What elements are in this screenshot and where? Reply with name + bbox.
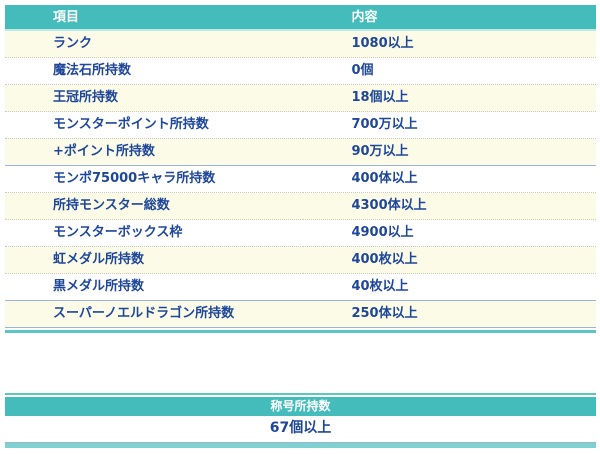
table-row: ランク 1080以上 (5, 30, 596, 58)
table-row: 魔法石所持数 0個 (5, 57, 596, 85)
table-row: モンスターポイント所持数 700万以上 (5, 111, 596, 139)
row-item-label: モンポ75000キャラ所持数 (5, 165, 304, 193)
requirements-table: 項目 内容 ランク 1080以上 魔法石所持数 0個 王冠所持数 18個以上 モ… (5, 5, 596, 328)
row-item-label: モンスターボックス枠 (5, 219, 304, 247)
row-item-label: ランク (5, 30, 304, 58)
row-value: 18個以上 (303, 84, 596, 112)
title-count-header-row: 称号所持数 (5, 397, 596, 416)
table-row: 所持モンスター総数 4300体以上 (5, 192, 596, 220)
title-count-table-container: 称号所持数 67個以上 (5, 393, 596, 448)
row-item-label: スーパーノエルドラゴン所持数 (5, 300, 304, 328)
row-value: 700万以上 (303, 111, 596, 139)
title-count-value: 67個以上 (5, 416, 596, 443)
row-value: 0個 (303, 57, 596, 85)
row-item-label: 黒メダル所持数 (5, 273, 304, 301)
row-item-label: モンスターポイント所持数 (5, 111, 304, 139)
row-value: 250体以上 (303, 300, 596, 328)
requirements-table-header-row: 項目 内容 (5, 5, 596, 31)
title-count-header: 称号所持数 (5, 397, 596, 416)
row-item-label: 王冠所持数 (5, 84, 304, 112)
table-row: スーパーノエルドラゴン所持数 250体以上 (5, 300, 596, 328)
table-row: モンスターボックス枠 4900以上 (5, 219, 596, 247)
row-item-label: 虹メダル所持数 (5, 246, 304, 274)
row-value: 4900以上 (303, 219, 596, 247)
row-value: 90万以上 (303, 138, 596, 166)
table-row: 王冠所持数 18個以上 (5, 84, 596, 112)
row-value: 400体以上 (303, 165, 596, 193)
table-row: モンポ75000キャラ所持数 400体以上 (5, 165, 596, 193)
row-value: 4300体以上 (303, 192, 596, 220)
table-row: 黒メダル所持数 40枚以上 (5, 273, 596, 301)
table-row: 虹メダル所持数 400枚以上 (5, 246, 596, 274)
requirements-table-container: 項目 内容 ランク 1080以上 魔法石所持数 0個 王冠所持数 18個以上 モ… (5, 5, 596, 333)
column-header-content: 内容 (303, 5, 596, 31)
requirements-table-body: ランク 1080以上 魔法石所持数 0個 王冠所持数 18個以上 モンスターポイ… (5, 30, 596, 328)
title-count-table: 称号所持数 67個以上 (5, 397, 596, 443)
title-count-value-row: 67個以上 (5, 416, 596, 443)
row-item-label: +ポイント所持数 (5, 138, 304, 166)
row-item-label: 所持モンスター総数 (5, 192, 304, 220)
row-item-label: 魔法石所持数 (5, 57, 304, 85)
column-header-item: 項目 (5, 5, 304, 31)
row-value: 400枚以上 (303, 246, 596, 274)
row-value: 40枚以上 (303, 273, 596, 301)
table-row: +ポイント所持数 90万以上 (5, 138, 596, 166)
row-value: 1080以上 (303, 30, 596, 58)
